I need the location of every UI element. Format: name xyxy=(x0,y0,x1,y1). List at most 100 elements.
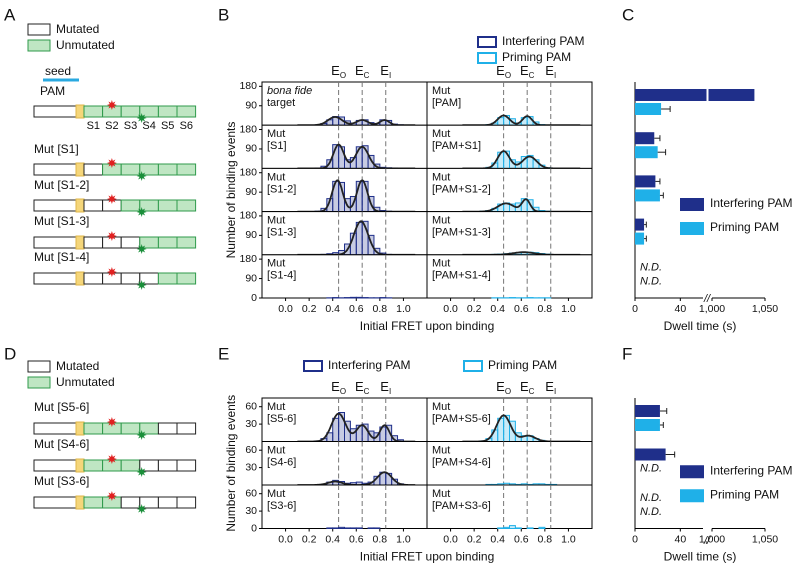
fluorophore-green xyxy=(136,430,147,440)
segment xyxy=(176,163,197,176)
x-tick-label: 0.4 xyxy=(490,533,505,545)
segment xyxy=(157,105,178,118)
panel-label: B xyxy=(218,5,229,24)
legend-label: Interfering PAM xyxy=(710,196,792,210)
legend-swatch xyxy=(463,360,483,372)
segment xyxy=(83,496,104,509)
efret-label: EO xyxy=(331,379,346,396)
legend-label: Unmutated xyxy=(56,38,115,52)
efret-letter: E xyxy=(545,63,554,78)
bar xyxy=(635,419,660,431)
cell-label: [PAM+S1] xyxy=(432,140,481,152)
cell-frame xyxy=(261,254,428,299)
cell-label: target xyxy=(267,97,295,109)
segment xyxy=(157,272,178,285)
y-tick-label: 0 xyxy=(251,522,257,534)
cell-label: [PAM+S1-2] xyxy=(432,183,491,195)
cell-label: Mut xyxy=(267,444,285,456)
efret-label: EO xyxy=(496,379,511,396)
pam xyxy=(75,271,85,286)
axis-break: // xyxy=(703,535,711,547)
legend-swatch xyxy=(680,198,704,211)
legend-label: Priming PAM xyxy=(488,358,557,372)
segment xyxy=(176,272,197,285)
y-tick-label: 30 xyxy=(245,505,257,517)
fluorophore-green xyxy=(136,244,147,254)
pam xyxy=(75,458,85,473)
bar xyxy=(635,103,662,115)
dna-flank xyxy=(33,236,77,249)
efret-label: EI xyxy=(545,379,556,396)
cell-label: [S3-6] xyxy=(267,500,296,512)
dna-flank xyxy=(33,105,77,118)
x-tick-label: 0.2 xyxy=(302,533,317,545)
bar xyxy=(635,189,660,202)
efret-subscript: C xyxy=(364,387,370,396)
x-tick-label: 0.6 xyxy=(514,533,529,545)
construct-name: Mut [S1] xyxy=(34,142,79,156)
legend-label: Interfering PAM xyxy=(502,34,584,48)
fluorophore-red xyxy=(106,454,117,464)
segment xyxy=(157,163,178,176)
value-label: N.D. xyxy=(640,462,662,474)
bar xyxy=(635,405,660,417)
x-tick-label: 0.4 xyxy=(325,303,340,315)
x-axis-label: Dwell time (s) xyxy=(664,550,737,564)
cell-label: [PAM+S1-4] xyxy=(432,270,491,282)
cell-label: [S1-2] xyxy=(267,183,296,195)
histogram-bar xyxy=(338,526,346,530)
segment xyxy=(157,496,178,509)
segment xyxy=(83,163,104,176)
legend-swatch xyxy=(27,376,51,389)
fluorophore-green xyxy=(136,504,147,514)
cell-frame xyxy=(261,441,428,486)
legend-label: Unmutated xyxy=(56,375,115,389)
panel-label: E xyxy=(218,344,229,363)
x-tick-label: 0.6 xyxy=(514,303,529,315)
x-tick-label: 0 xyxy=(632,533,638,545)
segment-label: S1 xyxy=(87,120,100,132)
efret-letter: E xyxy=(380,379,389,394)
x-axis-label: Initial FRET upon binding xyxy=(360,550,495,564)
construct-name: Mut [S4-6] xyxy=(34,437,89,451)
x-tick-label: 0.8 xyxy=(538,533,553,545)
histogram-bar xyxy=(509,525,516,529)
histogram-bar xyxy=(355,296,363,299)
cell-label: [S1] xyxy=(267,140,287,152)
segment xyxy=(176,105,197,118)
construct-name: Mut [S1-3] xyxy=(34,214,89,228)
x-tick-label: 0.2 xyxy=(467,303,482,315)
efret-label: EI xyxy=(545,63,556,80)
y-tick-label: 0 xyxy=(251,292,257,304)
cell-frame xyxy=(426,254,593,299)
axis-break: // xyxy=(703,293,711,305)
histogram-bar xyxy=(367,527,375,529)
segment xyxy=(120,105,141,118)
histogram-bar xyxy=(349,296,357,299)
histogram-bar xyxy=(355,527,363,529)
bar xyxy=(635,175,656,188)
bar xyxy=(635,218,645,231)
x-tick-label: 1.0 xyxy=(561,303,576,315)
legend-label: Priming PAM xyxy=(710,487,779,501)
construct-name: Mut [S3-6] xyxy=(34,474,89,488)
segment xyxy=(157,236,178,249)
cell-label: Mut xyxy=(432,215,450,227)
legend-swatch xyxy=(27,23,51,36)
cell-label: Mut xyxy=(432,171,450,183)
x-tick-label: 1,000 xyxy=(699,303,725,315)
cell-label: [S5-6] xyxy=(267,413,296,425)
segment xyxy=(83,422,104,435)
legend-swatch xyxy=(27,39,51,52)
efret-subscript: O xyxy=(340,387,346,396)
fluorophore-red xyxy=(106,158,117,168)
segment xyxy=(83,272,104,285)
segment xyxy=(139,199,159,212)
segment xyxy=(139,272,159,285)
bar xyxy=(635,89,755,101)
efret-letter: E xyxy=(520,379,529,394)
segment-label: S2 xyxy=(105,120,118,132)
x-tick-label: 40 xyxy=(674,303,686,315)
cell-label: Mut xyxy=(432,128,450,140)
